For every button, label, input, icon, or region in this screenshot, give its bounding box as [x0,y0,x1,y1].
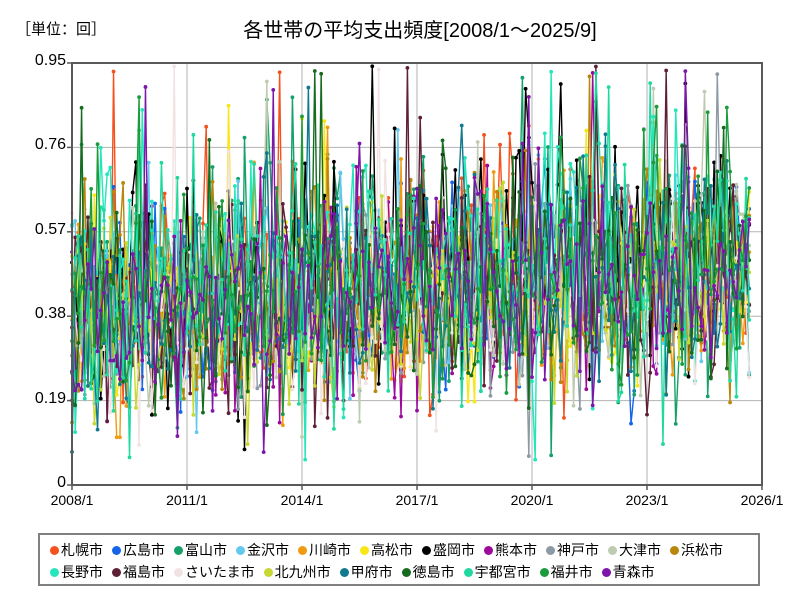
legend-marker-icon [539,567,549,577]
y-axis-tick-label: 0.38 [34,305,66,323]
chart-series-group [70,64,752,462]
x-axis-tick-label: 2008/1 [50,492,94,508]
legend-item[interactable]: 大津市 [608,543,661,557]
legend-marker-icon [50,545,59,555]
y-axis-tick-label: 0.19 [34,389,66,407]
legend-marker-icon [263,567,273,577]
legend-item[interactable]: 高松市 [360,543,413,557]
legend-marker-icon [339,567,349,577]
legend-item[interactable]: 北九州市 [263,564,331,580]
legend-label: 徳島市 [412,564,455,580]
x-axis-tick-label: 2011/1 [166,492,208,508]
legend-label: 北九州市 [274,564,331,580]
legend-marker-icon [112,567,121,577]
legend-item[interactable]: 札幌市 [50,543,103,557]
legend-item[interactable]: 徳島市 [401,564,455,580]
legend-row: 札幌市 広島市 富山市 金沢市 川崎市 高松市 盛岡市 熊本市 神戸市 大津市 浜松市 [46,539,752,561]
legend-label: 浜松市 [681,542,723,558]
legend-label: 広島市 [123,542,165,558]
legend-label: 富山市 [185,542,227,558]
legend-item[interactable]: 甲府市 [339,564,393,580]
legend-label: 長野市 [61,564,103,580]
legend-label: 宇都宮市 [474,564,531,580]
legend-marker-icon [546,545,555,555]
legend-item[interactable]: 浜松市 [670,543,723,557]
legend-marker-icon [174,545,183,555]
y-axis-tick-labels: 0.95 0.76 0.57 0.38 0.19 0 [0,0,66,600]
chart-legend: 札幌市 広島市 富山市 金沢市 川崎市 高松市 盛岡市 熊本市 神戸市 大津市 浜松市長野市 福島市 さ… [38,533,760,586]
legend-marker-icon [608,545,617,555]
legend-label: 高松市 [371,542,413,558]
chart-axis-frame [67,62,763,490]
x-axis-tick-label: 2026/1 [740,492,784,508]
y-axis-tick-label: 0 [57,474,66,491]
y-axis-tick-label: 0.95 [34,52,66,69]
legend-item[interactable]: 金沢市 [236,543,289,557]
x-axis-tick-label: 2023/1 [625,492,669,508]
legend-item[interactable]: 神戸市 [546,543,599,557]
legend-label: 金沢市 [247,542,289,558]
legend-marker-icon [601,567,611,577]
x-axis-tick-label: 2020/1 [510,492,554,508]
legend-marker-icon [360,545,369,555]
legend-marker-icon [484,545,493,555]
legend-marker-icon [463,567,473,577]
legend-item[interactable]: さいたま市 [174,565,255,579]
legend-item[interactable]: 福井市 [539,564,593,580]
legend-marker-icon [670,545,679,555]
chart-series [70,69,752,454]
legend-label: 盛岡市 [433,542,475,558]
y-axis-tick-label: 0.57 [34,220,66,238]
x-axis-tick-label: 2017/1 [395,492,439,508]
legend-marker-icon [236,545,245,555]
legend-label: 熊本市 [495,542,537,558]
legend-item[interactable]: 広島市 [112,543,165,557]
legend-label: 川崎市 [309,542,351,558]
legend-marker-icon [422,545,431,555]
legend-item[interactable]: 福島市 [112,565,165,579]
legend-marker-icon [50,567,59,577]
legend-row: 長野市 福島市 さいたま市 北九州市 甲府市 徳島市 宇都宮市 福井市 青森市 [46,561,752,583]
legend-label: 青森市 [612,564,655,580]
page-title: 各世帯の平均支出頻度[2008/1〜2025/9] [243,20,597,42]
legend-label: 甲府市 [350,564,393,580]
legend-label: さいたま市 [185,564,255,580]
legend-label: 福井市 [550,564,593,580]
legend-item[interactable]: 富山市 [174,543,227,557]
legend-item[interactable]: 宇都宮市 [463,564,531,580]
legend-item[interactable]: 熊本市 [484,543,537,557]
unit-label: ［単位：回］ [16,21,107,38]
legend-label: 大津市 [619,542,661,558]
legend-item[interactable]: 青森市 [601,564,655,580]
legend-marker-icon [174,567,183,577]
legend-label: 札幌市 [61,542,103,558]
legend-label: 神戸市 [557,542,599,558]
legend-label: 福島市 [123,564,165,580]
legend-item[interactable]: 川崎市 [298,543,351,557]
legend-item[interactable]: 長野市 [50,565,103,579]
legend-marker-icon [401,567,411,577]
x-axis-tick-label: 2014/1 [280,492,324,508]
legend-item[interactable]: 盛岡市 [422,543,475,557]
legend-marker-icon [298,545,307,555]
y-axis-tick-label: 0.76 [34,136,66,154]
legend-marker-icon [112,545,121,555]
